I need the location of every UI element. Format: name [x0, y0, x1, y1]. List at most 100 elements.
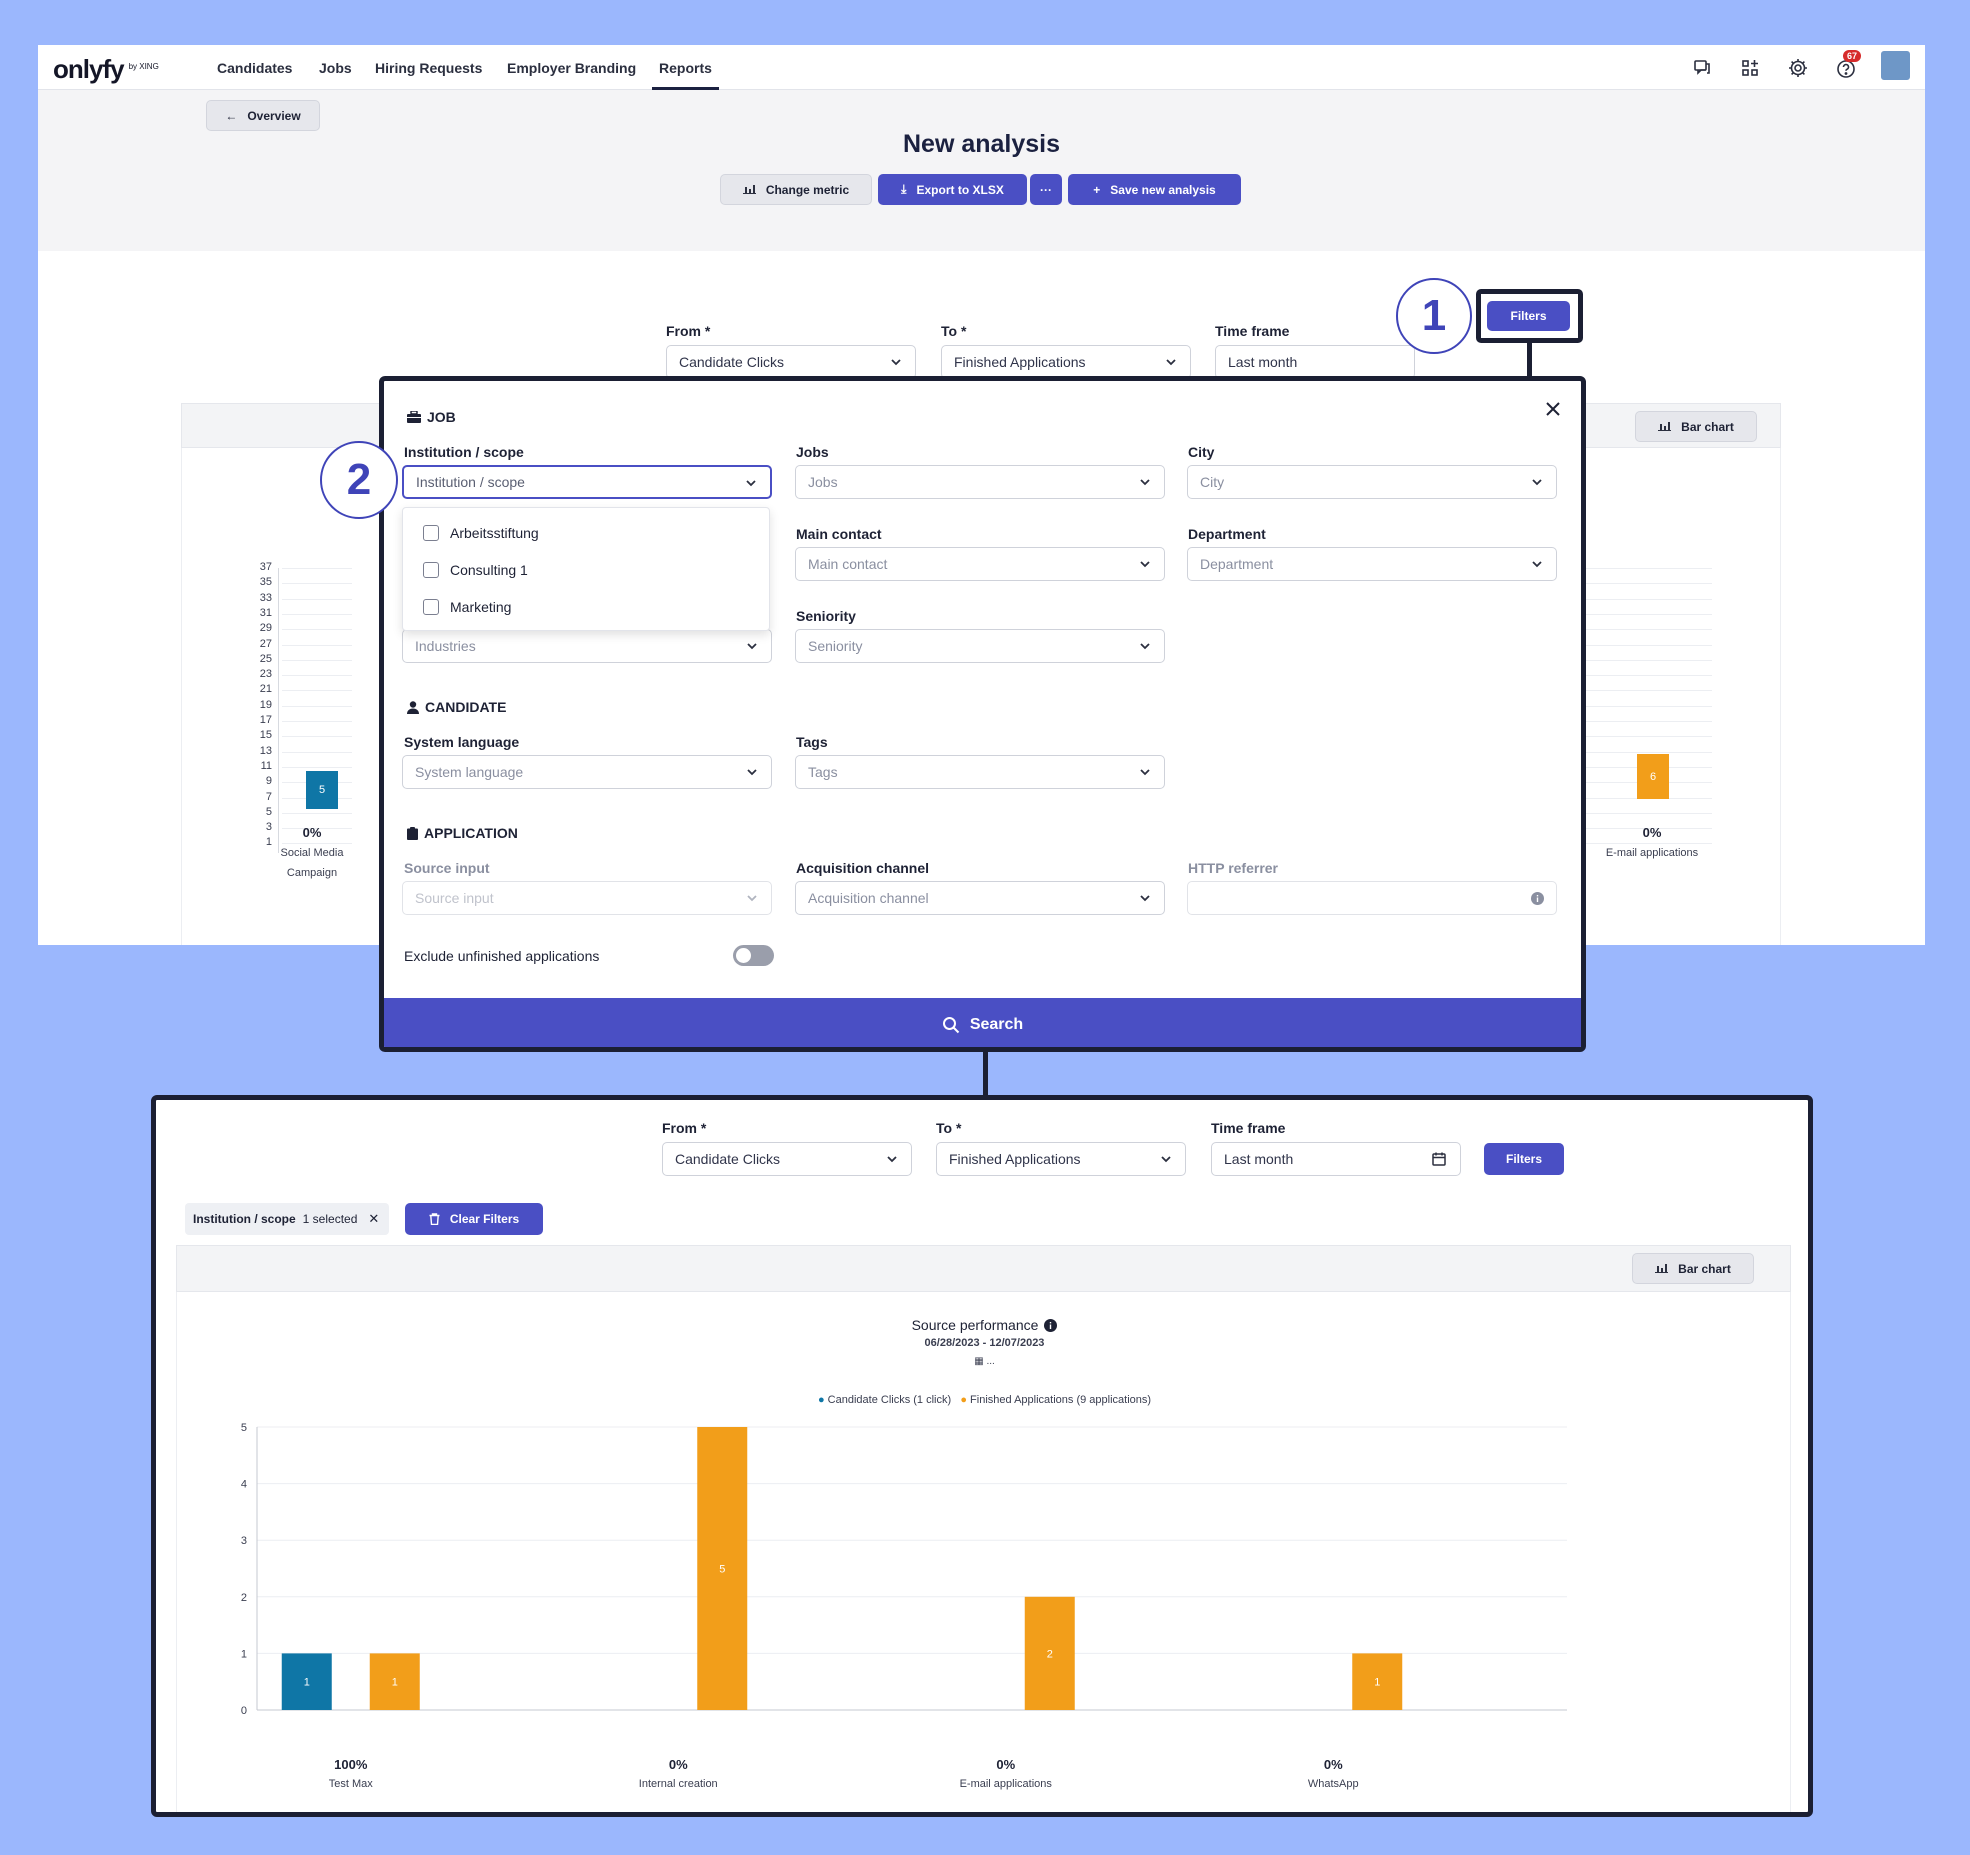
gear-icon[interactable]: [1785, 55, 1811, 81]
category-percentage: 100%: [334, 1757, 368, 1772]
bg-percentage: 0%: [302, 825, 322, 840]
checkbox[interactable]: [423, 599, 439, 615]
main-contact-select[interactable]: Main contact: [795, 547, 1165, 581]
chevron-down-icon: [1140, 895, 1150, 902]
to-select[interactable]: Finished Applications: [936, 1142, 1186, 1176]
bar-value-label: 1: [304, 1677, 310, 1689]
chevron-down-icon: [1140, 479, 1150, 486]
department-label: Department: [1188, 526, 1266, 542]
info-icon[interactable]: [1044, 1318, 1058, 1332]
to-select[interactable]: Finished Applications: [941, 345, 1191, 379]
department-select[interactable]: Department: [1187, 547, 1557, 581]
date-extra: ▦ ...: [974, 1356, 995, 1367]
bg-gridline: [1552, 690, 1712, 692]
seniority-select[interactable]: Seniority: [795, 629, 1165, 663]
trash-icon: [429, 1213, 440, 1225]
chat-icon[interactable]: [1689, 55, 1715, 81]
jobs-select[interactable]: Jobs: [795, 465, 1165, 499]
briefcase-icon: [407, 411, 421, 423]
jobs-label: Jobs: [796, 444, 829, 460]
timeframe-input[interactable]: Last month: [1215, 345, 1415, 379]
info-icon: [1531, 892, 1544, 905]
bg-gridline: [282, 598, 352, 600]
timeframe-input[interactable]: Last month: [1211, 1142, 1461, 1176]
calendar-icon[interactable]: [1432, 1152, 1446, 1166]
filters-button[interactable]: Filters: [1487, 301, 1570, 331]
exclude-unfinished-toggle[interactable]: [733, 945, 774, 966]
chevron-down-icon: [887, 1156, 897, 1163]
chevron-down-icon: [1532, 561, 1542, 568]
bg-y-tick: 35: [259, 576, 272, 589]
close-icon[interactable]: ✕: [368, 1211, 380, 1226]
bg-gridline: [282, 843, 352, 845]
nav-candidates[interactable]: Candidates: [217, 60, 293, 76]
city-label: City: [1188, 444, 1215, 460]
bg-gridline: [1552, 629, 1712, 631]
option-consulting-1[interactable]: Consulting 1: [423, 562, 528, 578]
close-icon[interactable]: [1545, 401, 1561, 417]
nav-reports[interactable]: Reports: [652, 60, 719, 90]
add-widget-icon[interactable]: [1737, 55, 1763, 81]
clear-filters-button[interactable]: Clear Filters: [405, 1203, 543, 1235]
background-chart: 37 35 33 31 29 27 25 23 21 19 17 15 13 11 9 7 5 3 1 5 0% S…: [181, 448, 1781, 945]
user-icon: [407, 700, 419, 714]
bg-gridline: [282, 583, 352, 585]
system-language-select[interactable]: System language: [402, 755, 772, 789]
from-select[interactable]: Candidate Clicks: [662, 1142, 912, 1176]
institution-label: Institution / scope: [404, 444, 524, 460]
chevron-down-icon: [1140, 643, 1150, 650]
bar-chart-button[interactable]: Bar chart: [1635, 411, 1757, 442]
nav-jobs[interactable]: Jobs: [319, 60, 352, 76]
chart-header: [176, 1245, 1791, 1292]
bg-category-label: Social Media Campaign: [280, 847, 344, 879]
checkbox[interactable]: [423, 562, 439, 578]
system-language-label: System language: [404, 734, 520, 750]
option-marketing[interactable]: Marketing: [423, 599, 511, 615]
calendar-icon: ▦: [974, 1356, 984, 1367]
bg-gridline: [282, 736, 352, 738]
export-xlsx-button[interactable]: ⤓ Export to XLSX: [878, 174, 1027, 205]
nav-hiring-requests[interactable]: Hiring Requests: [375, 60, 483, 76]
nav-employer-branding[interactable]: Employer Branding: [507, 60, 637, 76]
from-select[interactable]: Candidate Clicks: [666, 345, 916, 379]
source-input-label: Source input: [404, 860, 490, 876]
back-overview-button[interactable]: ← Overview: [206, 100, 320, 131]
chevron-down-icon: [747, 643, 757, 650]
city-select[interactable]: City: [1187, 465, 1557, 499]
bg-gridline: [282, 568, 352, 569]
bar-value-label: 1: [1374, 1677, 1380, 1689]
filter-chip-institution: Institution / scope 1 selected ✕: [185, 1203, 389, 1235]
chevron-down-icon: [1161, 1156, 1171, 1163]
tags-select[interactable]: Tags: [795, 755, 1165, 789]
more-options-button[interactable]: ···: [1030, 174, 1062, 205]
institution-select[interactable]: Institution / scope: [402, 465, 772, 499]
bar-value-label: 1: [392, 1677, 398, 1689]
bg-y-tick: 25: [259, 652, 272, 665]
bg-gridline: [282, 690, 352, 692]
search-icon: [942, 1017, 960, 1034]
checkbox[interactable]: [423, 525, 439, 541]
legend-clicks[interactable]: ● Candidate Clicks (1 click): [817, 1394, 952, 1406]
bg-gridline: [1552, 598, 1712, 600]
onlyfy-logo[interactable]: onlyfy by XING: [53, 54, 159, 84]
change-metric-button[interactable]: Change metric: [720, 174, 872, 205]
chevron-down-icon: [746, 480, 756, 487]
legend-applications[interactable]: ● Finished Applications (9 applications): [960, 1394, 1152, 1406]
y-tick-label: 5: [241, 1422, 247, 1434]
category-percentage: 0%: [996, 1757, 1016, 1772]
avatar[interactable]: [1879, 49, 1912, 82]
search-button[interactable]: Search: [384, 998, 1581, 1047]
bg-y-tick: 17: [259, 714, 272, 726]
save-analysis-button[interactable]: + Save new analysis: [1068, 174, 1241, 205]
source-input-select: Source input: [402, 881, 772, 915]
industries-select[interactable]: Industries: [402, 629, 772, 663]
chevron-down-icon: [1532, 479, 1542, 486]
bar-chart-button[interactable]: Bar chart: [1632, 1253, 1754, 1284]
filters-button[interactable]: Filters: [1484, 1143, 1564, 1175]
bg-y-tick: 15: [259, 729, 272, 742]
y-tick-label: 0: [241, 1705, 247, 1717]
option-arbeitsstiftung[interactable]: Arbeitsstiftung: [423, 525, 539, 541]
y-tick-label: 1: [241, 1648, 247, 1660]
timeframe-label: Time frame: [1211, 1120, 1286, 1136]
acquisition-channel-select[interactable]: Acquisition channel: [795, 881, 1165, 915]
